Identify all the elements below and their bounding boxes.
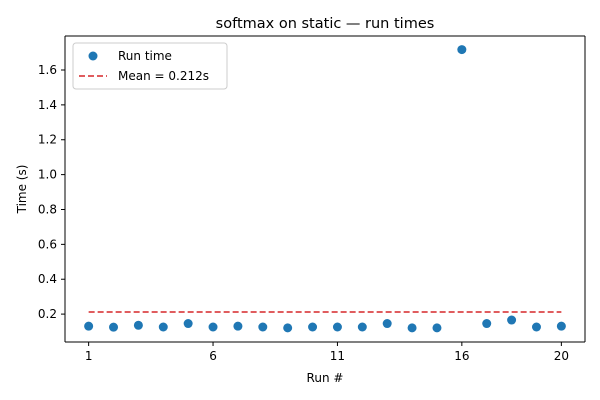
y-axis-ticks: 0.2 0.4 0.6 0.8 1.0 1.2 1.4 1.6 <box>38 63 65 321</box>
plot-frame <box>64 35 586 343</box>
data-point <box>84 321 94 331</box>
x-tick-label: 16 <box>454 349 469 363</box>
x-tick-label: 1 <box>85 349 93 363</box>
data-point <box>531 322 541 332</box>
legend-label-mean: Mean = 0.212s <box>118 69 209 83</box>
x-tick-label: 6 <box>209 349 217 363</box>
data-point <box>109 322 119 332</box>
data-point <box>382 319 392 329</box>
y-axis-label: Time (s) <box>15 165 29 215</box>
y-tick-label: 0.6 <box>38 237 57 251</box>
x-tick-label: 11 <box>330 349 345 363</box>
legend-label-run-time: Run time <box>118 49 172 63</box>
legend: Run time Mean = 0.212s <box>72 42 228 90</box>
data-point <box>258 322 268 332</box>
data-point <box>407 323 417 333</box>
y-tick-label: 0.2 <box>38 307 57 321</box>
data-point <box>183 319 193 329</box>
y-tick-label: 1.2 <box>38 133 57 147</box>
y-tick-label: 0.4 <box>38 272 57 286</box>
data-point <box>133 320 143 330</box>
data-point <box>332 322 342 332</box>
data-point <box>556 321 566 331</box>
data-point <box>357 322 367 332</box>
legend-marker-run-time <box>88 51 98 61</box>
x-axis-label: Run # <box>307 371 344 385</box>
data-point <box>482 319 492 329</box>
data-point <box>507 315 517 325</box>
data-point <box>432 323 442 333</box>
data-point <box>158 322 168 332</box>
data-point <box>283 323 293 333</box>
data-point <box>233 321 243 331</box>
legend-box <box>72 42 228 90</box>
y-tick-label: 1.6 <box>38 63 57 77</box>
y-tick-label: 0.8 <box>38 202 57 216</box>
chart-title: softmax on static — run times <box>216 16 435 32</box>
data-point <box>308 322 318 332</box>
data-point <box>457 45 467 55</box>
y-tick-label: 1.0 <box>38 168 57 182</box>
y-tick-label: 1.4 <box>38 98 57 112</box>
x-tick-label: 20 <box>554 349 569 363</box>
points-layer <box>84 45 566 333</box>
x-axis-ticks: 1 6 11 16 20 <box>85 342 569 363</box>
data-point <box>208 322 218 332</box>
